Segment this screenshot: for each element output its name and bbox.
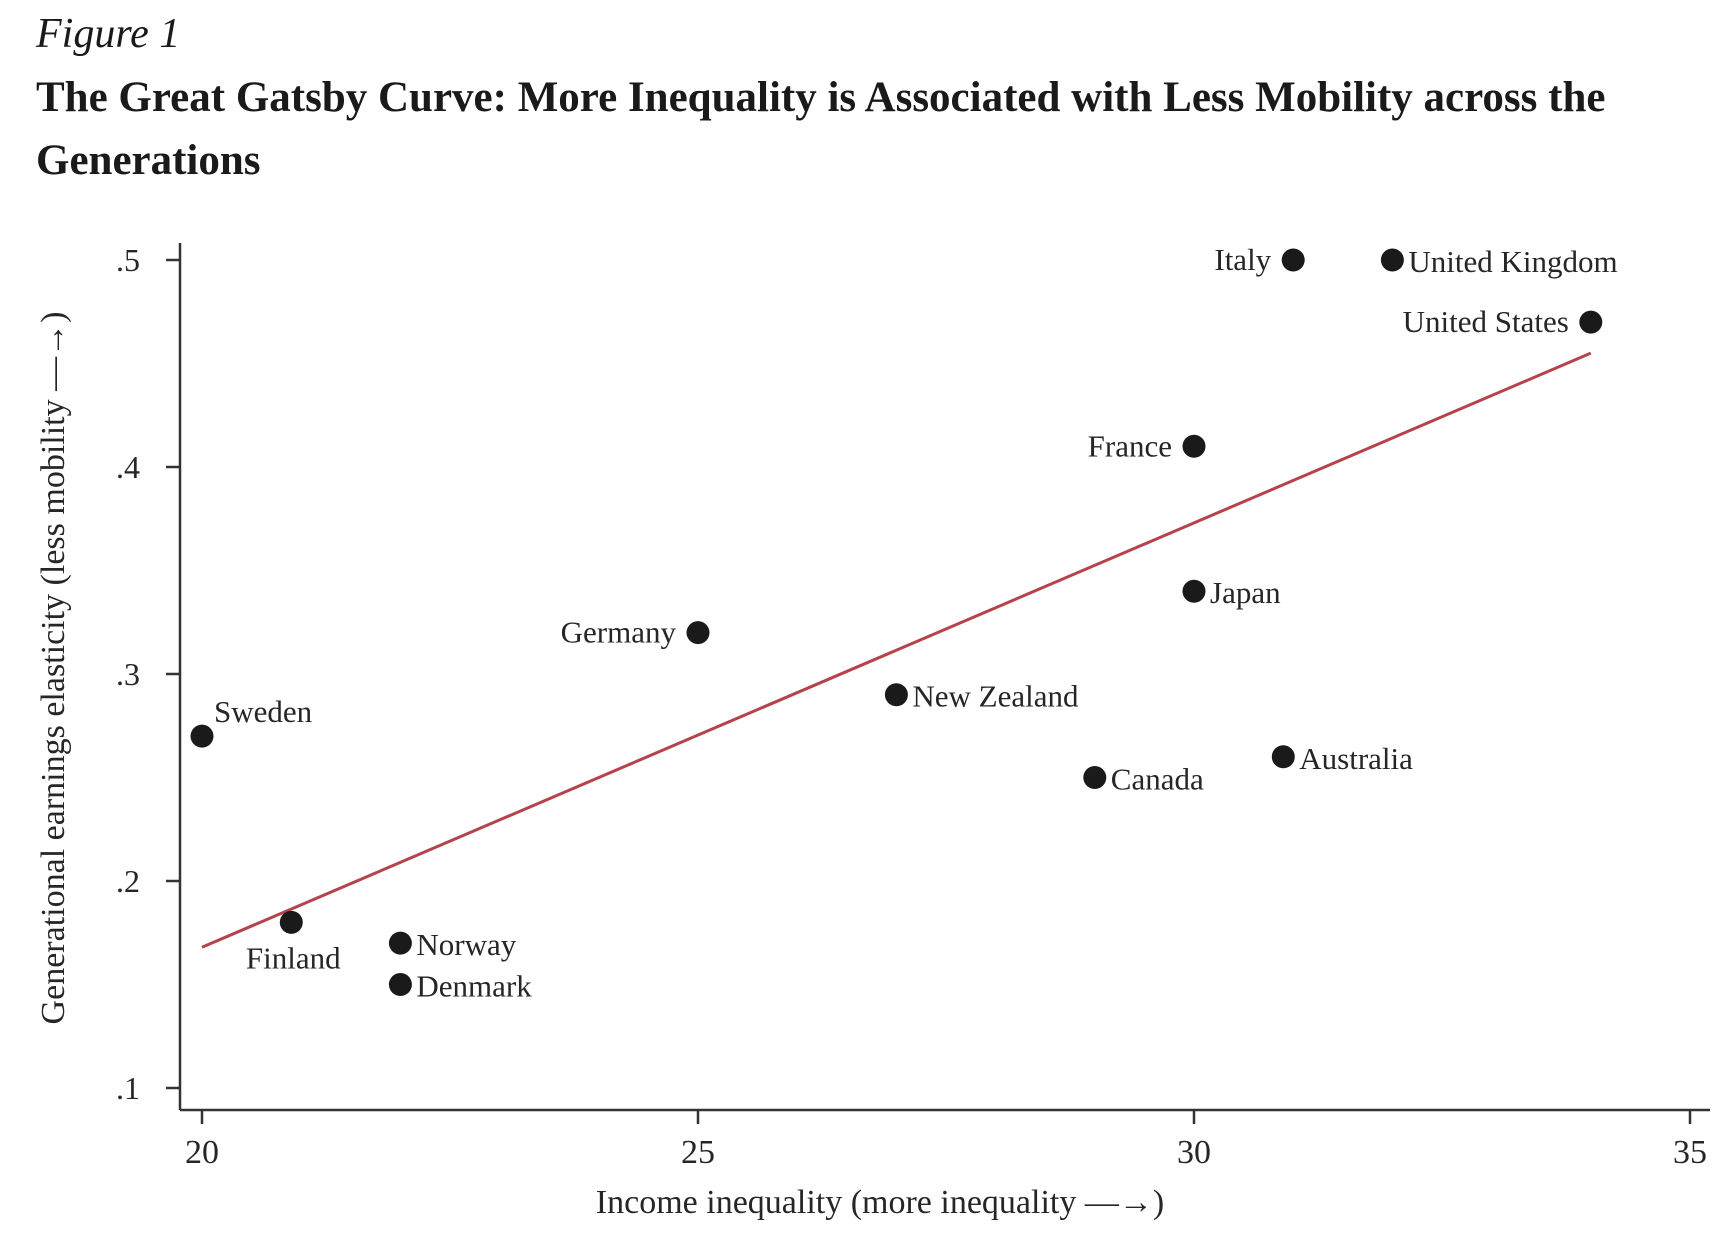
data-point-label: Germany [561,615,677,650]
data-point-label: France [1088,428,1172,463]
data-point [190,724,214,748]
x-tick-label: 30 [1177,1134,1211,1171]
data-point [1281,248,1305,272]
y-axis-title: Generational earnings elasticity (less m… [35,312,72,1025]
data-point-label: New Zealand [912,679,1079,714]
data-point [1182,434,1206,458]
data-point-label: Canada [1111,762,1204,797]
data-point [1271,745,1295,769]
x-tick-label: 20 [185,1134,219,1171]
y-tick-label: .5 [116,242,140,278]
data-points-group: Italy United Kingdom United States France Ja… [190,242,1618,1004]
axis-labels-group: Income inequality (more inequality —→) Ge… [35,312,1164,1221]
data-point [1083,766,1107,789]
x-tick-label: 25 [681,1134,715,1171]
data-point [1579,310,1603,334]
fit-line [201,351,1592,949]
data-point [1380,248,1404,272]
data-point [686,621,710,645]
data-point [388,973,412,996]
figure-title: The Great Gatsby Curve: More Inequality … [36,74,1606,184]
data-point-label: Sweden [214,694,313,729]
data-point-label: Italy [1214,242,1271,277]
data-point-label: Australia [1299,741,1413,776]
data-point-label: United States [1403,304,1569,339]
y-tick-label: .3 [116,656,140,692]
data-point [388,931,412,955]
data-point-label: Norway [416,927,516,962]
x-tick-label: 35 [1673,1134,1707,1171]
figure-label: Figure 1 [36,11,181,57]
data-point [884,683,908,707]
data-point [279,910,303,934]
data-point-label: Finland [246,940,341,975]
data-point-label: Japan [1210,575,1281,610]
fit-line-group [201,351,1592,949]
x-axis-title: Income inequality (more inequality —→) [596,1184,1164,1221]
y-tick-label: .1 [116,1070,140,1106]
data-point-label: United Kingdom [1408,244,1617,279]
y-tick-label: .4 [116,449,140,485]
data-point [1182,579,1206,603]
data-point-label: Denmark [416,969,532,1004]
y-tick-label: .2 [116,863,140,899]
chart-axes: .1 .2 .3 .4 .5 20 25 30 35 [116,242,1710,1171]
